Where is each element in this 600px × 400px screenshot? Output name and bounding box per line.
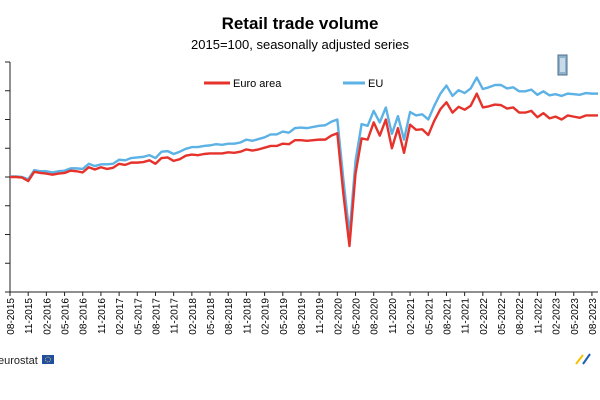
series-line-euro-area xyxy=(10,92,598,248)
x-tick-label: 11-2021 xyxy=(461,298,472,334)
x-tick-label: 05-2018 xyxy=(206,298,217,335)
chart-subtitle: 2015=100, seasonally adjusted series xyxy=(191,37,409,52)
legend-label-eu: EU xyxy=(368,78,383,90)
series-layer xyxy=(10,76,598,248)
series-line-eu xyxy=(10,76,598,236)
x-tick-label: 02-2017 xyxy=(115,298,126,335)
x-tick-label: 08-2021 xyxy=(442,298,453,335)
x-tick-label: 11-2019 xyxy=(315,298,326,334)
x-tick-label: 02-2018 xyxy=(188,298,199,335)
x-tick-label: 02-2019 xyxy=(261,298,272,335)
x-tick-label: 02-2020 xyxy=(333,298,344,335)
x-tick-label: 08-2015 xyxy=(6,298,17,335)
x-tick-label: 08-2022 xyxy=(515,298,526,335)
chart-title: Retail trade volume xyxy=(222,14,379,33)
x-tick-label: 02-2016 xyxy=(42,298,53,335)
x-tick-label: 05-2016 xyxy=(61,298,72,335)
x-tick-label: 08-2016 xyxy=(79,298,90,335)
footer: eurostat xyxy=(0,353,591,367)
axes: 08-2015 11-2015 02-2016 05-2016 08-2016 11-20… xyxy=(5,61,599,335)
x-tick-label: 02-2021 xyxy=(406,298,417,335)
x-tick-label: 05-2019 xyxy=(279,298,290,335)
x-tick-label: 11-2020 xyxy=(388,298,399,334)
x-tick-label: 05-2021 xyxy=(424,298,435,335)
x-tick-label: 11-2018 xyxy=(242,298,253,334)
expand-icon[interactable] xyxy=(557,54,568,76)
x-tick-label: 02-2022 xyxy=(479,298,490,335)
eurostat-logo: eurostat xyxy=(0,355,38,367)
x-tick-label: 11-2016 xyxy=(97,298,108,334)
x-tick-label: 08-2019 xyxy=(297,298,308,335)
x-tick-label: 05-2022 xyxy=(497,298,508,335)
x-tick-label: 05-2023 xyxy=(570,298,581,335)
x-tick-label: 11-2015 xyxy=(24,298,35,334)
x-tick-label: 02-2023 xyxy=(552,298,563,335)
x-tick-label: 11-2022 xyxy=(533,298,544,334)
chart-tool-icon[interactable] xyxy=(575,353,591,365)
x-tick-label: 08-2017 xyxy=(151,298,162,335)
x-tick-label: 08-2023 xyxy=(588,298,599,335)
x-tick-label: 05-2017 xyxy=(133,298,144,335)
x-tick-label: 05-2020 xyxy=(352,298,363,335)
legend-label-euro-area: Euro area xyxy=(233,78,282,90)
legend: Euro area EU xyxy=(204,78,383,90)
x-tick-label: 11-2017 xyxy=(170,298,181,334)
x-tick-label: 08-2020 xyxy=(370,298,381,335)
eu-flag-icon xyxy=(42,355,54,364)
x-tick-label: 08-2018 xyxy=(224,298,235,335)
